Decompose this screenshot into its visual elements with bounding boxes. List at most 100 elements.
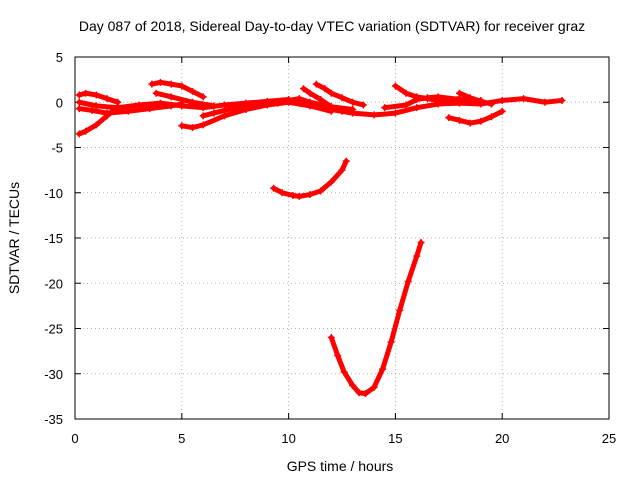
data-point: [370, 383, 378, 391]
data-point: [488, 113, 496, 121]
data-point: [455, 116, 463, 124]
chart-title: Day 087 of 2018, Sidereal Day-to-day VTE…: [79, 18, 585, 34]
data-point: [199, 93, 207, 101]
data-point: [498, 107, 506, 115]
data-point: [231, 104, 239, 112]
data-point: [413, 104, 421, 112]
data-series-arc-1: [75, 89, 122, 106]
data-series-arc-4: [75, 103, 122, 138]
data-point: [520, 95, 528, 103]
data-point: [361, 390, 369, 398]
y-tick-label: 5: [56, 50, 63, 65]
data-point: [300, 85, 308, 93]
data-point: [92, 91, 100, 99]
data-point: [379, 365, 387, 373]
data-point: [114, 103, 122, 111]
data-point: [349, 105, 357, 113]
data-point: [306, 191, 314, 199]
data-point: [167, 80, 175, 88]
data-point: [541, 98, 549, 106]
data-series-arc-14: [455, 89, 496, 108]
data-point: [340, 368, 348, 376]
axis-ticks: 0 5 10 15 20 25 5 0 -5 -10 -15 -20 -25 -30 -35: [44, 50, 616, 446]
data-point: [342, 157, 350, 165]
data-point: [312, 80, 320, 88]
data-point: [88, 106, 96, 114]
data-point: [466, 94, 474, 102]
data-point: [221, 101, 229, 109]
data-point: [75, 130, 83, 138]
data-line: [200, 96, 356, 119]
x-tick-label: 15: [388, 431, 402, 446]
data-series-arc-13: [445, 107, 506, 127]
data-point: [146, 105, 154, 113]
data-point: [413, 96, 421, 104]
data-series-arc-10: [312, 80, 367, 109]
data-series-arc-9: [300, 85, 346, 115]
data-point: [334, 352, 342, 360]
data-point: [221, 112, 229, 120]
data-point: [359, 101, 367, 109]
data-point: [306, 98, 314, 106]
data-point: [327, 103, 335, 111]
data-point: [274, 99, 282, 107]
data-point: [75, 91, 83, 99]
data-point: [188, 87, 196, 95]
data-point: [135, 101, 143, 109]
data-point: [402, 89, 410, 97]
data-series-arc-6: [152, 89, 218, 110]
data-point: [295, 192, 303, 200]
data-point: [387, 338, 395, 346]
data-point: [167, 102, 175, 110]
y-tick-label: -30: [44, 367, 63, 382]
data-point: [148, 80, 156, 88]
data-point: [477, 97, 485, 105]
data-point: [349, 98, 357, 106]
data-point: [396, 306, 404, 314]
data-point: [391, 109, 399, 117]
data-point: [199, 112, 207, 120]
data-point: [498, 96, 506, 104]
data-point: [466, 119, 474, 127]
data-point: [349, 382, 357, 390]
data-point: [178, 122, 186, 130]
data-point: [327, 89, 335, 97]
data-point: [278, 189, 286, 197]
y-axis-label: SDTVAR / TECUs: [6, 182, 22, 294]
data-series-arc-5: [148, 78, 207, 101]
data-point: [152, 89, 160, 97]
data-point: [210, 102, 218, 110]
x-tick-label: 20: [495, 431, 509, 446]
y-tick-label: 0: [56, 95, 63, 110]
data-point: [188, 98, 196, 106]
data-point: [423, 94, 431, 102]
data-point: [327, 178, 335, 186]
data-point: [338, 166, 346, 174]
data-point: [317, 187, 325, 195]
data-point: [317, 96, 325, 104]
data-point: [558, 96, 566, 104]
data-point: [417, 239, 425, 247]
data-point: [295, 95, 303, 103]
data-point: [92, 121, 100, 129]
data-point: [370, 111, 378, 119]
y-tick-label: -5: [51, 141, 63, 156]
data-points: [75, 78, 566, 398]
data-point: [355, 389, 363, 397]
data-point: [199, 121, 207, 129]
data-point: [413, 252, 421, 260]
data-point: [92, 102, 100, 110]
data-line: [456, 90, 495, 107]
x-tick-label: 10: [281, 431, 295, 446]
data-series-arc-8: [199, 95, 357, 120]
data-point: [75, 105, 83, 113]
grid: [75, 57, 609, 419]
data-point: [455, 89, 463, 97]
data-point: [327, 334, 335, 342]
data-series-arc-12: [381, 93, 485, 112]
data-point: [188, 124, 196, 132]
data-series-arc-16: [327, 239, 425, 398]
y-tick-label: -10: [44, 186, 63, 201]
